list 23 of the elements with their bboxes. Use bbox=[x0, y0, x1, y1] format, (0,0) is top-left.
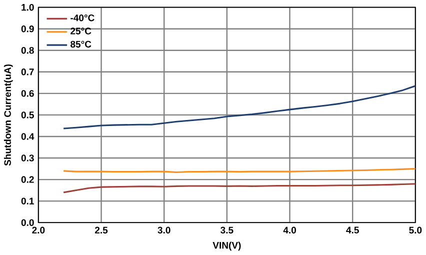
y-tick-label: 0.6 bbox=[21, 90, 34, 98]
x-tick-label: 5.0 bbox=[409, 227, 422, 234]
legend-label: -40°C bbox=[70, 14, 94, 22]
legend-label: 85°C bbox=[70, 41, 92, 48]
legend-label: 25°C bbox=[70, 28, 92, 35]
y-tick-label: 1.0 bbox=[22, 4, 34, 11]
x-tick-label: 3.0 bbox=[158, 227, 170, 234]
y-tick-label: 0.2 bbox=[21, 176, 34, 184]
y-tick-label: 0.0 bbox=[21, 219, 34, 226]
y-tick-label: 0.1 bbox=[21, 198, 34, 205]
y-tick-label: 0.3 bbox=[21, 154, 34, 162]
x-tick-label: 2.5 bbox=[94, 227, 108, 234]
x-tick-label: 2.0 bbox=[32, 227, 45, 234]
y-tick-label: 0.8 bbox=[21, 47, 34, 54]
x-tick-label: 4.0 bbox=[283, 227, 296, 234]
y-axis-title: Shutdown Current(uA) bbox=[4, 64, 13, 166]
y-tick-label: 0.4 bbox=[21, 133, 34, 140]
x-axis-title: VIN(V) bbox=[212, 242, 241, 251]
y-tick-label: 0.9 bbox=[21, 26, 34, 32]
x-tick-label: 4.5 bbox=[346, 227, 359, 234]
y-tick-label: 0.5 bbox=[21, 112, 34, 119]
x-tick-label: 3.5 bbox=[220, 227, 234, 234]
y-tick-label: 0.7 bbox=[21, 68, 34, 76]
